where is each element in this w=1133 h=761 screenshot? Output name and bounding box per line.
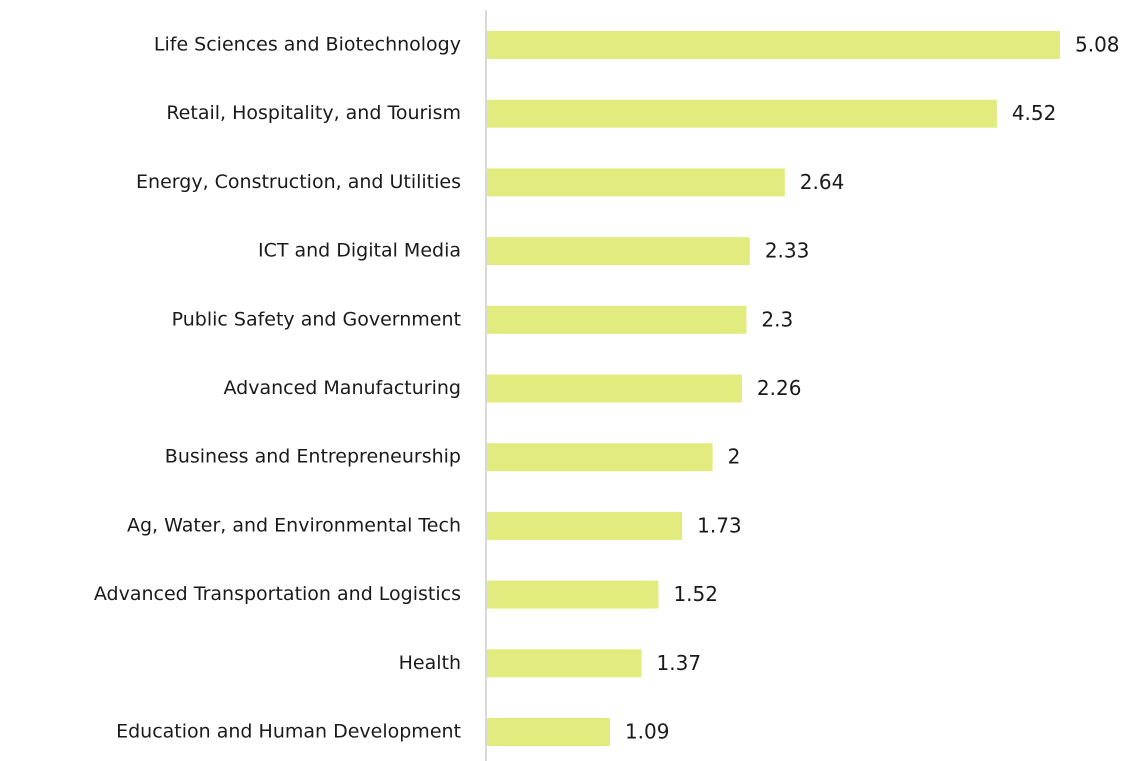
category-label: Health <box>399 652 461 674</box>
bar <box>487 237 750 266</box>
category-label: Education and Human Development <box>116 721 461 743</box>
bar <box>487 374 742 403</box>
category-label: Ag, Water, and Environmental Tech <box>127 514 461 536</box>
bar <box>487 31 1060 59</box>
category-label: Retail, Hospitality, and Tourism <box>166 102 461 124</box>
bar <box>487 168 785 197</box>
value-label: 4.52 <box>1012 101 1057 125</box>
category-label: Business and Entrepreneurship <box>165 446 461 468</box>
value-label: 1.73 <box>697 513 742 537</box>
category-label: Life Sciences and Biotechnology <box>154 34 461 56</box>
value-label: 5.08 <box>1075 33 1120 57</box>
value-label: 2 <box>728 445 741 469</box>
value-label: 2.3 <box>761 307 793 331</box>
value-label: 1.37 <box>657 651 702 675</box>
value-label: 2.64 <box>800 170 845 194</box>
value-label: 1.52 <box>673 582 718 606</box>
value-label: 1.09 <box>625 720 670 744</box>
bar <box>487 718 610 746</box>
category-label: ICT and Digital Media <box>258 240 461 262</box>
value-label: 2.33 <box>765 239 810 263</box>
bar <box>487 99 997 128</box>
bar <box>487 305 747 334</box>
category-label: Advanced Manufacturing <box>224 377 461 399</box>
value-label: 2.26 <box>757 376 802 400</box>
category-label: Public Safety and Government <box>172 308 461 330</box>
bar <box>487 443 713 472</box>
bar <box>487 580 659 609</box>
bar <box>487 511 683 540</box>
category-label: Energy, Construction, and Utilities <box>136 171 461 193</box>
category-label: Advanced Transportation and Logistics <box>94 583 461 605</box>
bar <box>487 649 642 678</box>
